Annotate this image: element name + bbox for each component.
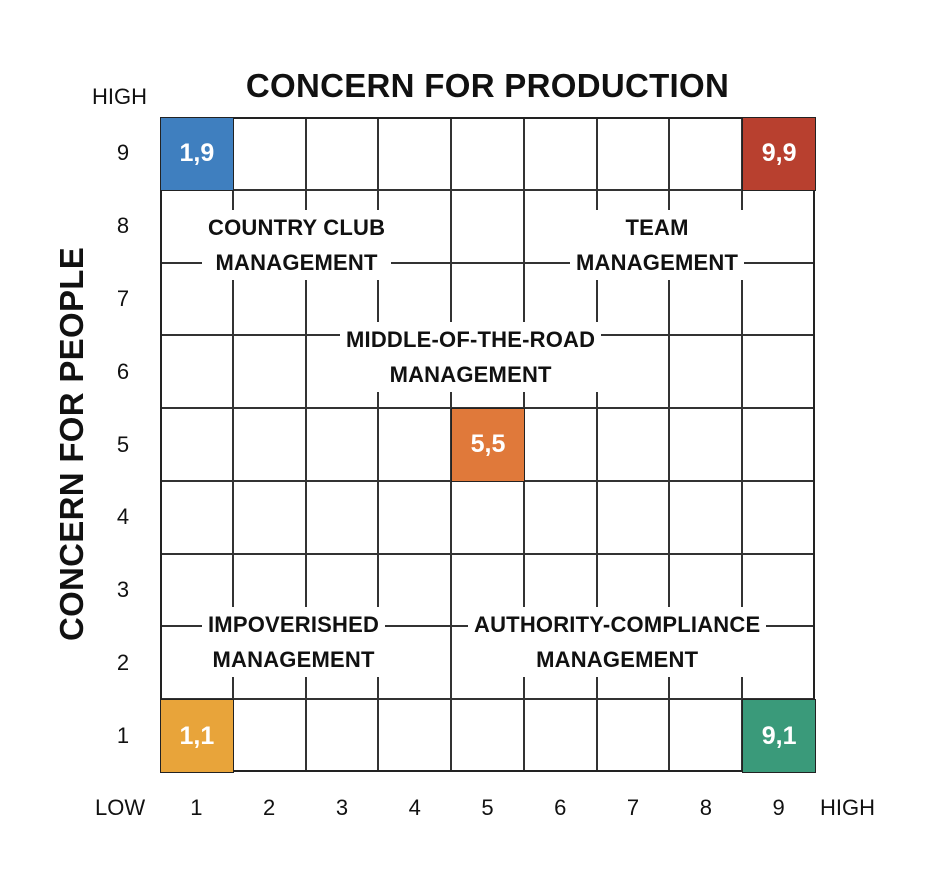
grid-horizontal-line	[162, 261, 813, 264]
grid-vertical-line	[377, 119, 380, 770]
country-club-management-label: COUNTRY CLUB MANAGEMENT	[202, 210, 392, 280]
grid-cell-9-1: 9,1	[742, 699, 816, 773]
y-tick-label: 5	[116, 431, 130, 457]
x-tick-label: 4	[408, 795, 421, 820]
impoverished-line1: IMPOVERISHED	[208, 612, 380, 637]
y-axis-title-text: CONCERN FOR PEOPLE	[53, 246, 90, 642]
grid-cell-1-1: 1,1	[160, 699, 234, 773]
x-tick-label: 9	[772, 795, 785, 820]
x-axis-low-label: LOW	[95, 795, 146, 820]
grid-horizontal-line	[162, 698, 813, 701]
y-tick-label: 1	[116, 722, 130, 748]
x-axis-high-label: HIGH	[820, 795, 875, 820]
country-club-line1: COUNTRY CLUB	[208, 215, 386, 240]
middle-of-the-road-management-label: MIDDLE-OF-THE-ROAD MANAGEMENT	[340, 322, 602, 392]
team-management-label: TEAM MANAGEMENT	[570, 210, 745, 280]
grid-horizontal-line	[162, 188, 813, 191]
middle-line1: MIDDLE-OF-THE-ROAD	[346, 327, 596, 352]
team-line2: MANAGEMENT	[576, 250, 739, 275]
grid-vertical-line	[668, 119, 671, 770]
authority-line2: MANAGEMENT	[536, 647, 699, 672]
y-tick-label: 2	[116, 649, 130, 675]
y-axis-high-label: HIGH	[92, 84, 147, 109]
grid-horizontal-line	[162, 552, 813, 555]
grid-vertical-line	[231, 119, 234, 770]
grid-vertical-line	[741, 119, 744, 770]
y-tick-label: 4	[116, 504, 130, 530]
x-tick-label: 8	[699, 795, 712, 820]
x-tick-label: 6	[554, 795, 567, 820]
x-tick-label: 7	[626, 795, 640, 820]
impoverished-management-label: IMPOVERISHED MANAGEMENT	[202, 607, 386, 677]
x-axis-title: CONCERN FOR PRODUCTION	[245, 67, 730, 104]
y-tick-label: 9	[116, 140, 130, 166]
y-tick-label: 6	[116, 358, 130, 384]
y-tick-label: 3	[116, 577, 130, 603]
grid-cell-9-9: 9,9	[742, 117, 816, 191]
authority-compliance-management-label: AUTHORITY-COMPLIANCE MANAGEMENT	[468, 607, 767, 677]
grid-cell-5-5: 5,5	[451, 408, 525, 482]
managerial-grid: 1,9 9,9 5,5 1,1 9,1 COUNTRY CLUB MANAGEMENT …	[160, 117, 816, 773]
grid-cell-1-9: 1,9	[160, 117, 234, 191]
grid-vertical-line	[304, 119, 307, 770]
x-tick-label: 2	[263, 795, 276, 820]
y-tick-label: 7	[116, 285, 130, 311]
impoverished-line2: MANAGEMENT	[212, 647, 375, 672]
x-tick-label: 3	[335, 795, 349, 820]
country-club-line2: MANAGEMENT	[215, 250, 378, 275]
x-tick-label: 1	[190, 795, 203, 820]
middle-line2: MANAGEMENT	[389, 362, 552, 387]
authority-line1: AUTHORITY-COMPLIANCE	[474, 612, 761, 637]
team-line1: TEAM	[625, 215, 689, 240]
y-tick-label: 8	[116, 213, 130, 239]
grid-vertical-line	[595, 119, 598, 770]
x-tick-label: 5	[481, 795, 494, 820]
